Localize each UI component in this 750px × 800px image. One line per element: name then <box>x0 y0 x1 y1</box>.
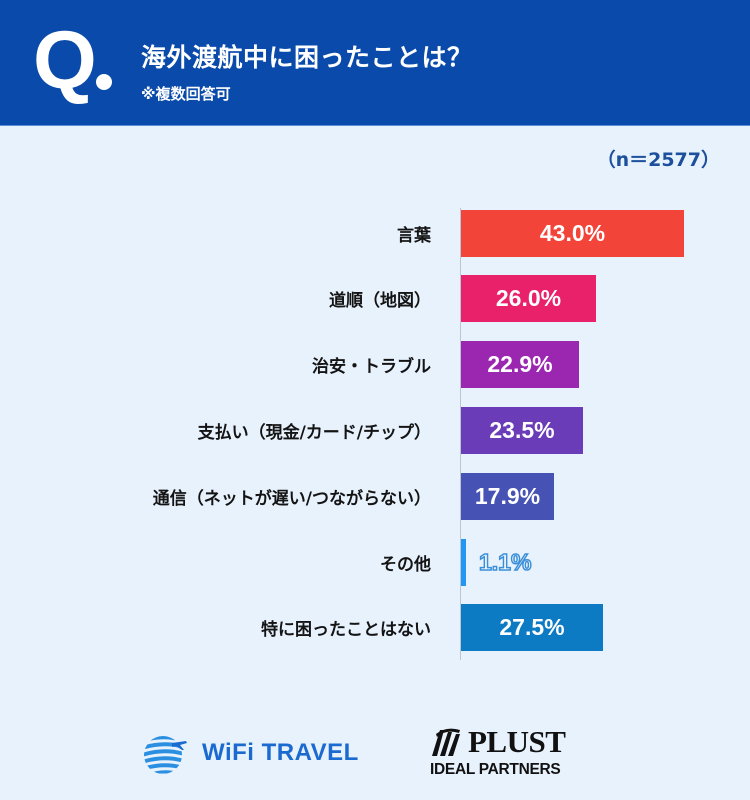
globe-plane-icon <box>144 736 187 774</box>
q-dot-icon <box>96 74 112 90</box>
question-header: Q 海外渡航中に困ったことは？ ※複数回答可 <box>0 0 750 126</box>
bar-row-payment: 支払い（現金/カード/チップ） 23.5% <box>0 407 750 454</box>
bar-row-directions: 道順（地図） 26.0% <box>0 275 750 322</box>
wifi-travel-logo: WiFi TRAVEL <box>142 730 359 776</box>
sample-size: （n＝2577） <box>596 149 720 171</box>
bar-row-other: その他 1.1% <box>0 539 750 586</box>
bar-row-no-trouble: 特に困ったことはない 27.5% <box>0 604 750 651</box>
value-label: 26.0% <box>495 285 562 311</box>
category-label: 支払い（現金/カード/チップ） <box>197 423 431 443</box>
category-label: 特に困ったことはない <box>261 620 431 640</box>
value-label: 1.1% <box>478 548 532 576</box>
bar-row-connectivity: 通信（ネットが遅い/つながらない） 17.9% <box>0 473 750 520</box>
bar: 26.0% <box>461 275 596 322</box>
plust-swoosh-icon <box>432 728 460 756</box>
wifi-travel-wordmark: WiFi TRAVEL <box>202 739 359 766</box>
bar: 17.9% <box>461 473 554 520</box>
chart-subtitle: ※複数回答可 <box>141 85 231 103</box>
chart-title: 海外渡航中に困ったことは？ <box>141 43 473 72</box>
category-label: 言葉 <box>397 226 431 246</box>
bar: 43.0% <box>461 210 684 257</box>
bar: 22.9% <box>461 341 579 388</box>
category-label: 治安・トラブル <box>312 357 431 377</box>
bar: 23.5% <box>461 407 583 454</box>
value-label: 27.5% <box>499 614 565 640</box>
bar: 1.1% <box>461 539 532 586</box>
y-axis-line <box>460 208 461 660</box>
q-mark: Q <box>33 15 97 106</box>
value-label: 22.9% <box>487 351 553 377</box>
plust-wordmark: PLUST <box>468 724 566 759</box>
bar-row-language: 言葉 43.0% <box>0 210 750 257</box>
value-label: 23.5% <box>489 417 555 443</box>
plust-logo: PLUST IDEAL PARTNERS <box>430 724 590 784</box>
value-label: 17.9% <box>474 483 541 509</box>
footer-logos: WiFi TRAVEL PLUST IDEAL PARTNERS <box>0 722 750 784</box>
category-label: その他 <box>380 555 431 575</box>
bar-row-safety: 治安・トラブル 22.9% <box>0 341 750 388</box>
bar: 27.5% <box>461 604 603 651</box>
category-label: 道順（地図） <box>329 291 431 311</box>
category-label: 通信（ネットが遅い/つながらない） <box>152 489 431 509</box>
plust-tagline: IDEAL PARTNERS <box>430 761 561 778</box>
value-label: 43.0% <box>539 220 606 246</box>
